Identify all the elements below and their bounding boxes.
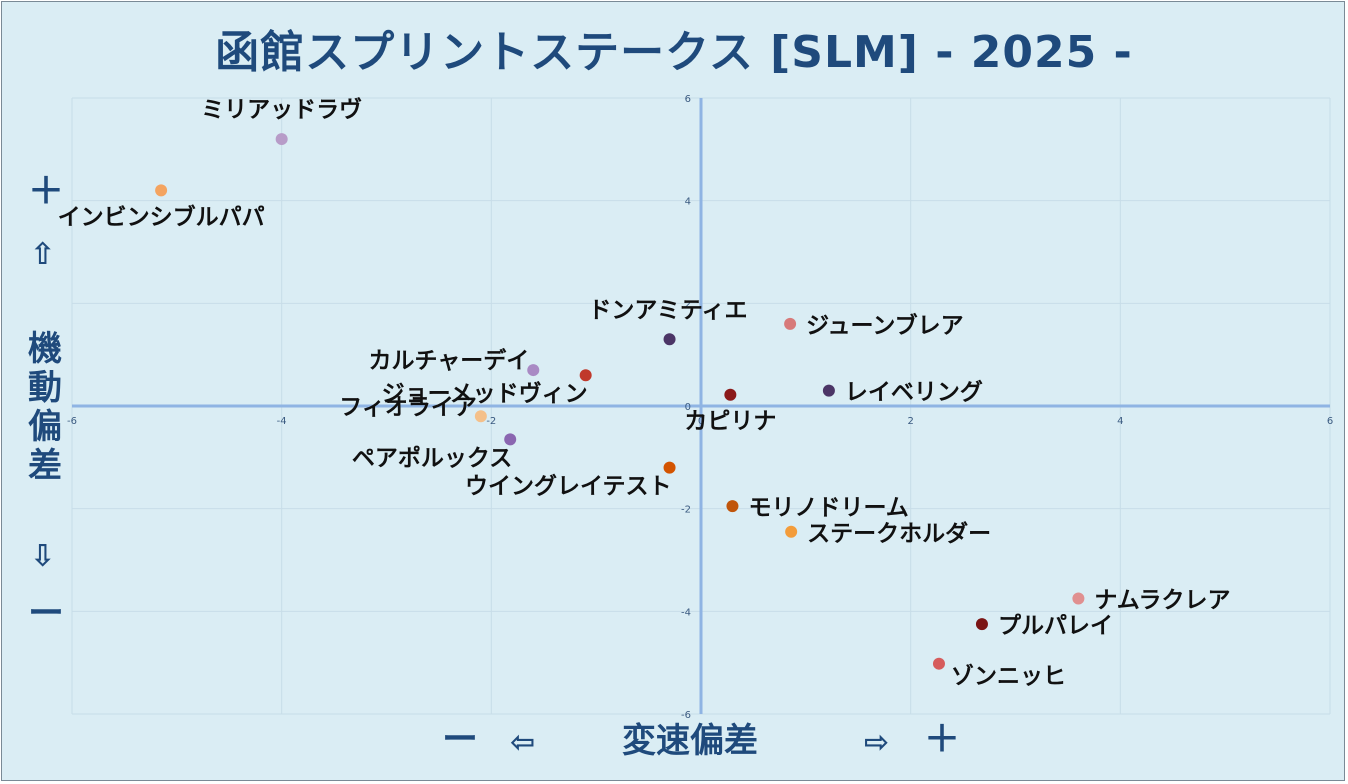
y-tick-label: 2 xyxy=(685,299,691,310)
x-tick-label: 2 xyxy=(907,416,913,427)
y-tick-label: -4 xyxy=(681,607,691,618)
data-point xyxy=(785,525,798,538)
chart-title: 函館スプリントステークス [SLM] - 2025 - xyxy=(215,27,1133,78)
data-point xyxy=(663,461,676,474)
data-label: ナムラクレア xyxy=(1094,588,1230,614)
y-tick-label: -2 xyxy=(681,505,691,516)
data-label: プルパレイ xyxy=(998,613,1113,639)
data-label: レイベリング xyxy=(845,379,983,406)
data-label: ステークホルダー xyxy=(807,520,991,547)
data-label: カルチャーデイ xyxy=(368,347,529,374)
data-label: カピリナ xyxy=(684,409,776,435)
data-label: ジョーメッドヴィン xyxy=(382,380,588,407)
data-point xyxy=(275,133,288,146)
x-tick-label: 4 xyxy=(1117,416,1123,427)
data-point xyxy=(663,333,676,346)
data-label: ペアポルックス xyxy=(352,444,512,471)
arrow-up-icon: ⇧ xyxy=(30,237,56,272)
data-point xyxy=(474,410,487,423)
y-tick-label: -6 xyxy=(681,710,691,721)
data-label: ドンアミティエ xyxy=(588,297,747,323)
data-point xyxy=(932,657,945,670)
data-point xyxy=(155,184,168,197)
data-label: ウイングレイテスト xyxy=(465,473,672,500)
arrow-right-icon: ⇨ xyxy=(864,725,890,760)
data-point xyxy=(822,384,835,397)
x-axis-plus-sign: ＋ xyxy=(924,719,961,760)
x-tick-label: -4 xyxy=(277,416,287,427)
data-point xyxy=(1072,592,1085,605)
y-axis-title: 機 動 偏 差 xyxy=(24,332,66,488)
data-point xyxy=(504,433,517,446)
y-tick-label: 6 xyxy=(685,94,691,105)
x-tick-label: 6 xyxy=(1327,416,1333,427)
arrow-down-icon: ⇩ xyxy=(30,539,56,574)
y-axis-title-char: 動 xyxy=(28,368,62,408)
data-point xyxy=(784,317,797,330)
data-point xyxy=(975,618,988,631)
data-point xyxy=(527,364,540,377)
data-label: ミリアッドラヴ xyxy=(201,96,362,123)
data-point xyxy=(579,369,592,382)
data-label: ジューンブレア xyxy=(806,312,964,339)
y-axis-plus-sign: ＋ xyxy=(28,171,65,212)
x-axis-title: 変速偏差 xyxy=(622,721,758,761)
x-tick-label: -6 xyxy=(67,416,77,427)
y-axis-title-char: 偏 xyxy=(28,407,62,447)
arrow-left-icon: ⇦ xyxy=(510,725,536,760)
data-label: インビンシブルパパ xyxy=(58,203,265,230)
data-label: モリノドリーム xyxy=(748,495,908,521)
x-tick-label: -2 xyxy=(486,416,496,427)
y-tick-label: 0 xyxy=(685,402,691,413)
data-point xyxy=(726,500,739,513)
y-axis-title-char: 差 xyxy=(28,446,62,486)
y-axis-title-char: 機 xyxy=(28,329,62,369)
data-point xyxy=(724,388,737,401)
data-label: ゾンニッヒ xyxy=(951,663,1066,690)
x-tick-label: 0 xyxy=(698,416,704,427)
x-axis-minus-sign: ー xyxy=(442,719,479,760)
y-tick-label: 4 xyxy=(685,197,691,208)
data-label: フィオライア xyxy=(339,394,477,420)
y-axis-minus-sign: ー xyxy=(28,593,65,634)
